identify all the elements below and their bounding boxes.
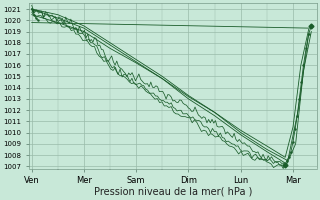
X-axis label: Pression niveau de la mer( hPa ): Pression niveau de la mer( hPa ) [94, 187, 252, 197]
